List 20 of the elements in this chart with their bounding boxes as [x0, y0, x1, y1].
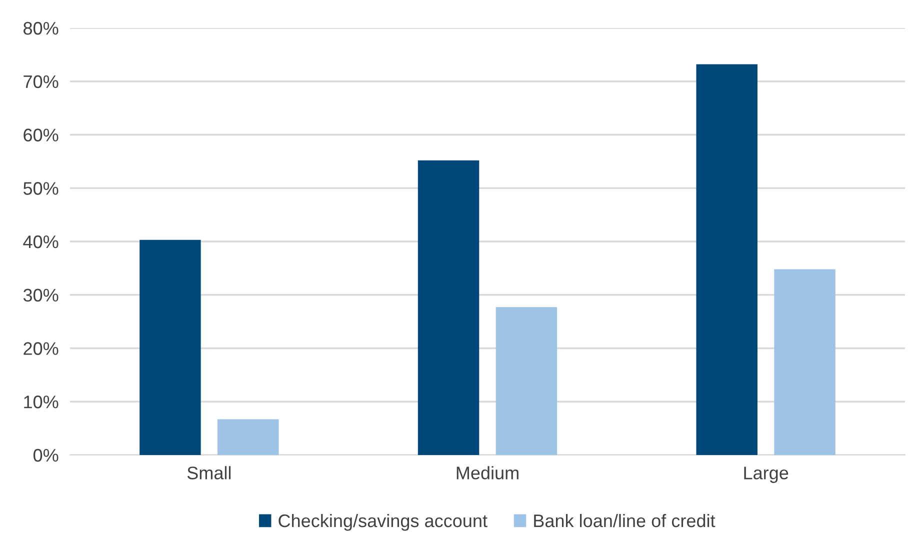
bar — [140, 240, 201, 455]
y-tick-label: 70% — [24, 75, 58, 88]
y-tick-label: 60% — [24, 128, 58, 142]
bar — [218, 419, 279, 455]
bar — [496, 307, 558, 455]
legend-label: Bank loan/line of credit — [534, 514, 716, 528]
y-tick-label: 50% — [23, 182, 58, 195]
x-tick-label: Medium — [456, 466, 518, 480]
x-tick-label: Large — [744, 466, 788, 483]
bar — [696, 64, 758, 455]
x-tick-label: Small — [187, 466, 231, 480]
bar — [774, 269, 836, 455]
y-tick-label: 40% — [23, 235, 58, 248]
y-tick-label: 10% — [24, 396, 58, 408]
y-tick-label: 30% — [23, 288, 58, 302]
y-tick-label: 20% — [24, 342, 58, 355]
bar — [418, 160, 480, 455]
y-tick-label: 80% — [24, 22, 58, 35]
legend-label: Checking/savings account — [278, 514, 488, 531]
y-tick-label: 0% — [34, 448, 58, 462]
